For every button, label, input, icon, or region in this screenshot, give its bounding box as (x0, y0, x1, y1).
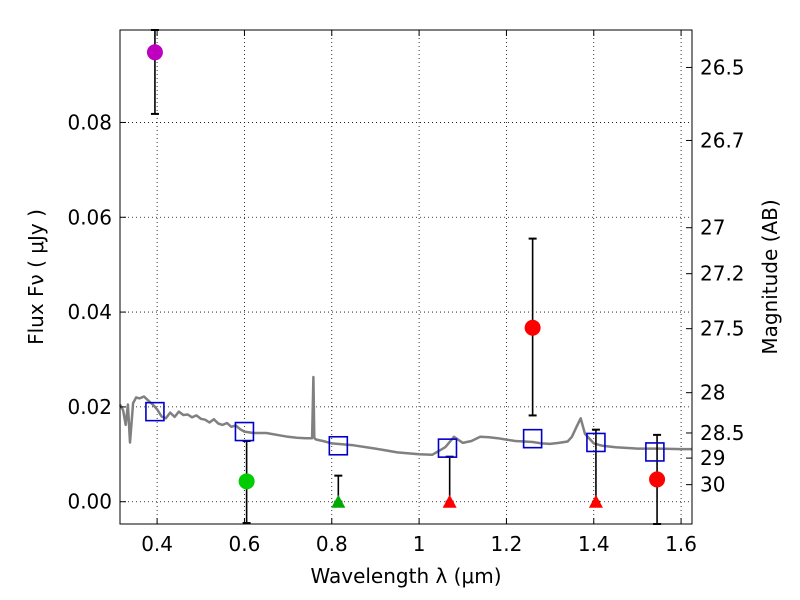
x-tick-label: 0.8 (316, 532, 348, 556)
ticks: 0.4 0.6 0.8 1 1.2 1.4 1.6 0.00 0.02 0.04 0.06 0.08 2… (67, 30, 745, 556)
error-bars (150, 29, 662, 525)
x-tick-label: 0.4 (141, 532, 173, 556)
upper-limit-point (442, 494, 457, 508)
right-tick-label: 26.7 (700, 128, 745, 152)
y-tick-label: 0.02 (67, 395, 112, 419)
y-tick-label: 0.06 (67, 205, 112, 229)
y-tick-label: 0.04 (67, 300, 112, 324)
markers (145, 44, 666, 508)
right-tick-label: 30 (700, 473, 725, 497)
model-square (437, 438, 458, 458)
plot-frame (119, 29, 693, 525)
x-tick-label: 1 (413, 532, 426, 556)
detection-point (649, 471, 666, 488)
x-tick-label: 1.6 (665, 532, 697, 556)
x-tick-label: 1.2 (491, 532, 523, 556)
model-square (522, 428, 543, 449)
model-square (145, 401, 165, 422)
right-tick-label: 26.5 (700, 55, 745, 79)
right-tick-label: 28 (700, 381, 725, 405)
upper-limit-point (588, 494, 603, 508)
upper-limit-point (331, 494, 346, 508)
model-square (645, 442, 665, 462)
model-square (234, 421, 255, 442)
detection-point (524, 319, 541, 336)
detection-point (146, 44, 163, 61)
right-axis-label: Magnitude (AB) (758, 199, 782, 354)
grid (120, 30, 692, 524)
model-square (586, 432, 606, 453)
right-tick-label: 28.5 (700, 421, 745, 445)
y-tick-label: 0.08 (67, 110, 112, 134)
model-square (328, 435, 349, 456)
detection-point (238, 473, 255, 490)
right-tick-label: 29 (700, 446, 725, 470)
y-axis-label: Flux Fν ( μJy ) (24, 209, 48, 345)
right-tick-label: 27.5 (700, 317, 745, 341)
x-tick-label: 1.4 (578, 532, 610, 556)
spectrum-line (118, 375, 692, 457)
model-spectrum-layer (118, 375, 692, 457)
right-tick-label: 27 (700, 216, 725, 240)
right-tick-label: 27.2 (700, 262, 745, 286)
x-tick-label: 0.6 (229, 532, 261, 556)
y-tick-label: 0.00 (67, 490, 112, 514)
x-axis-label: Wavelength λ (μm) (310, 564, 501, 588)
